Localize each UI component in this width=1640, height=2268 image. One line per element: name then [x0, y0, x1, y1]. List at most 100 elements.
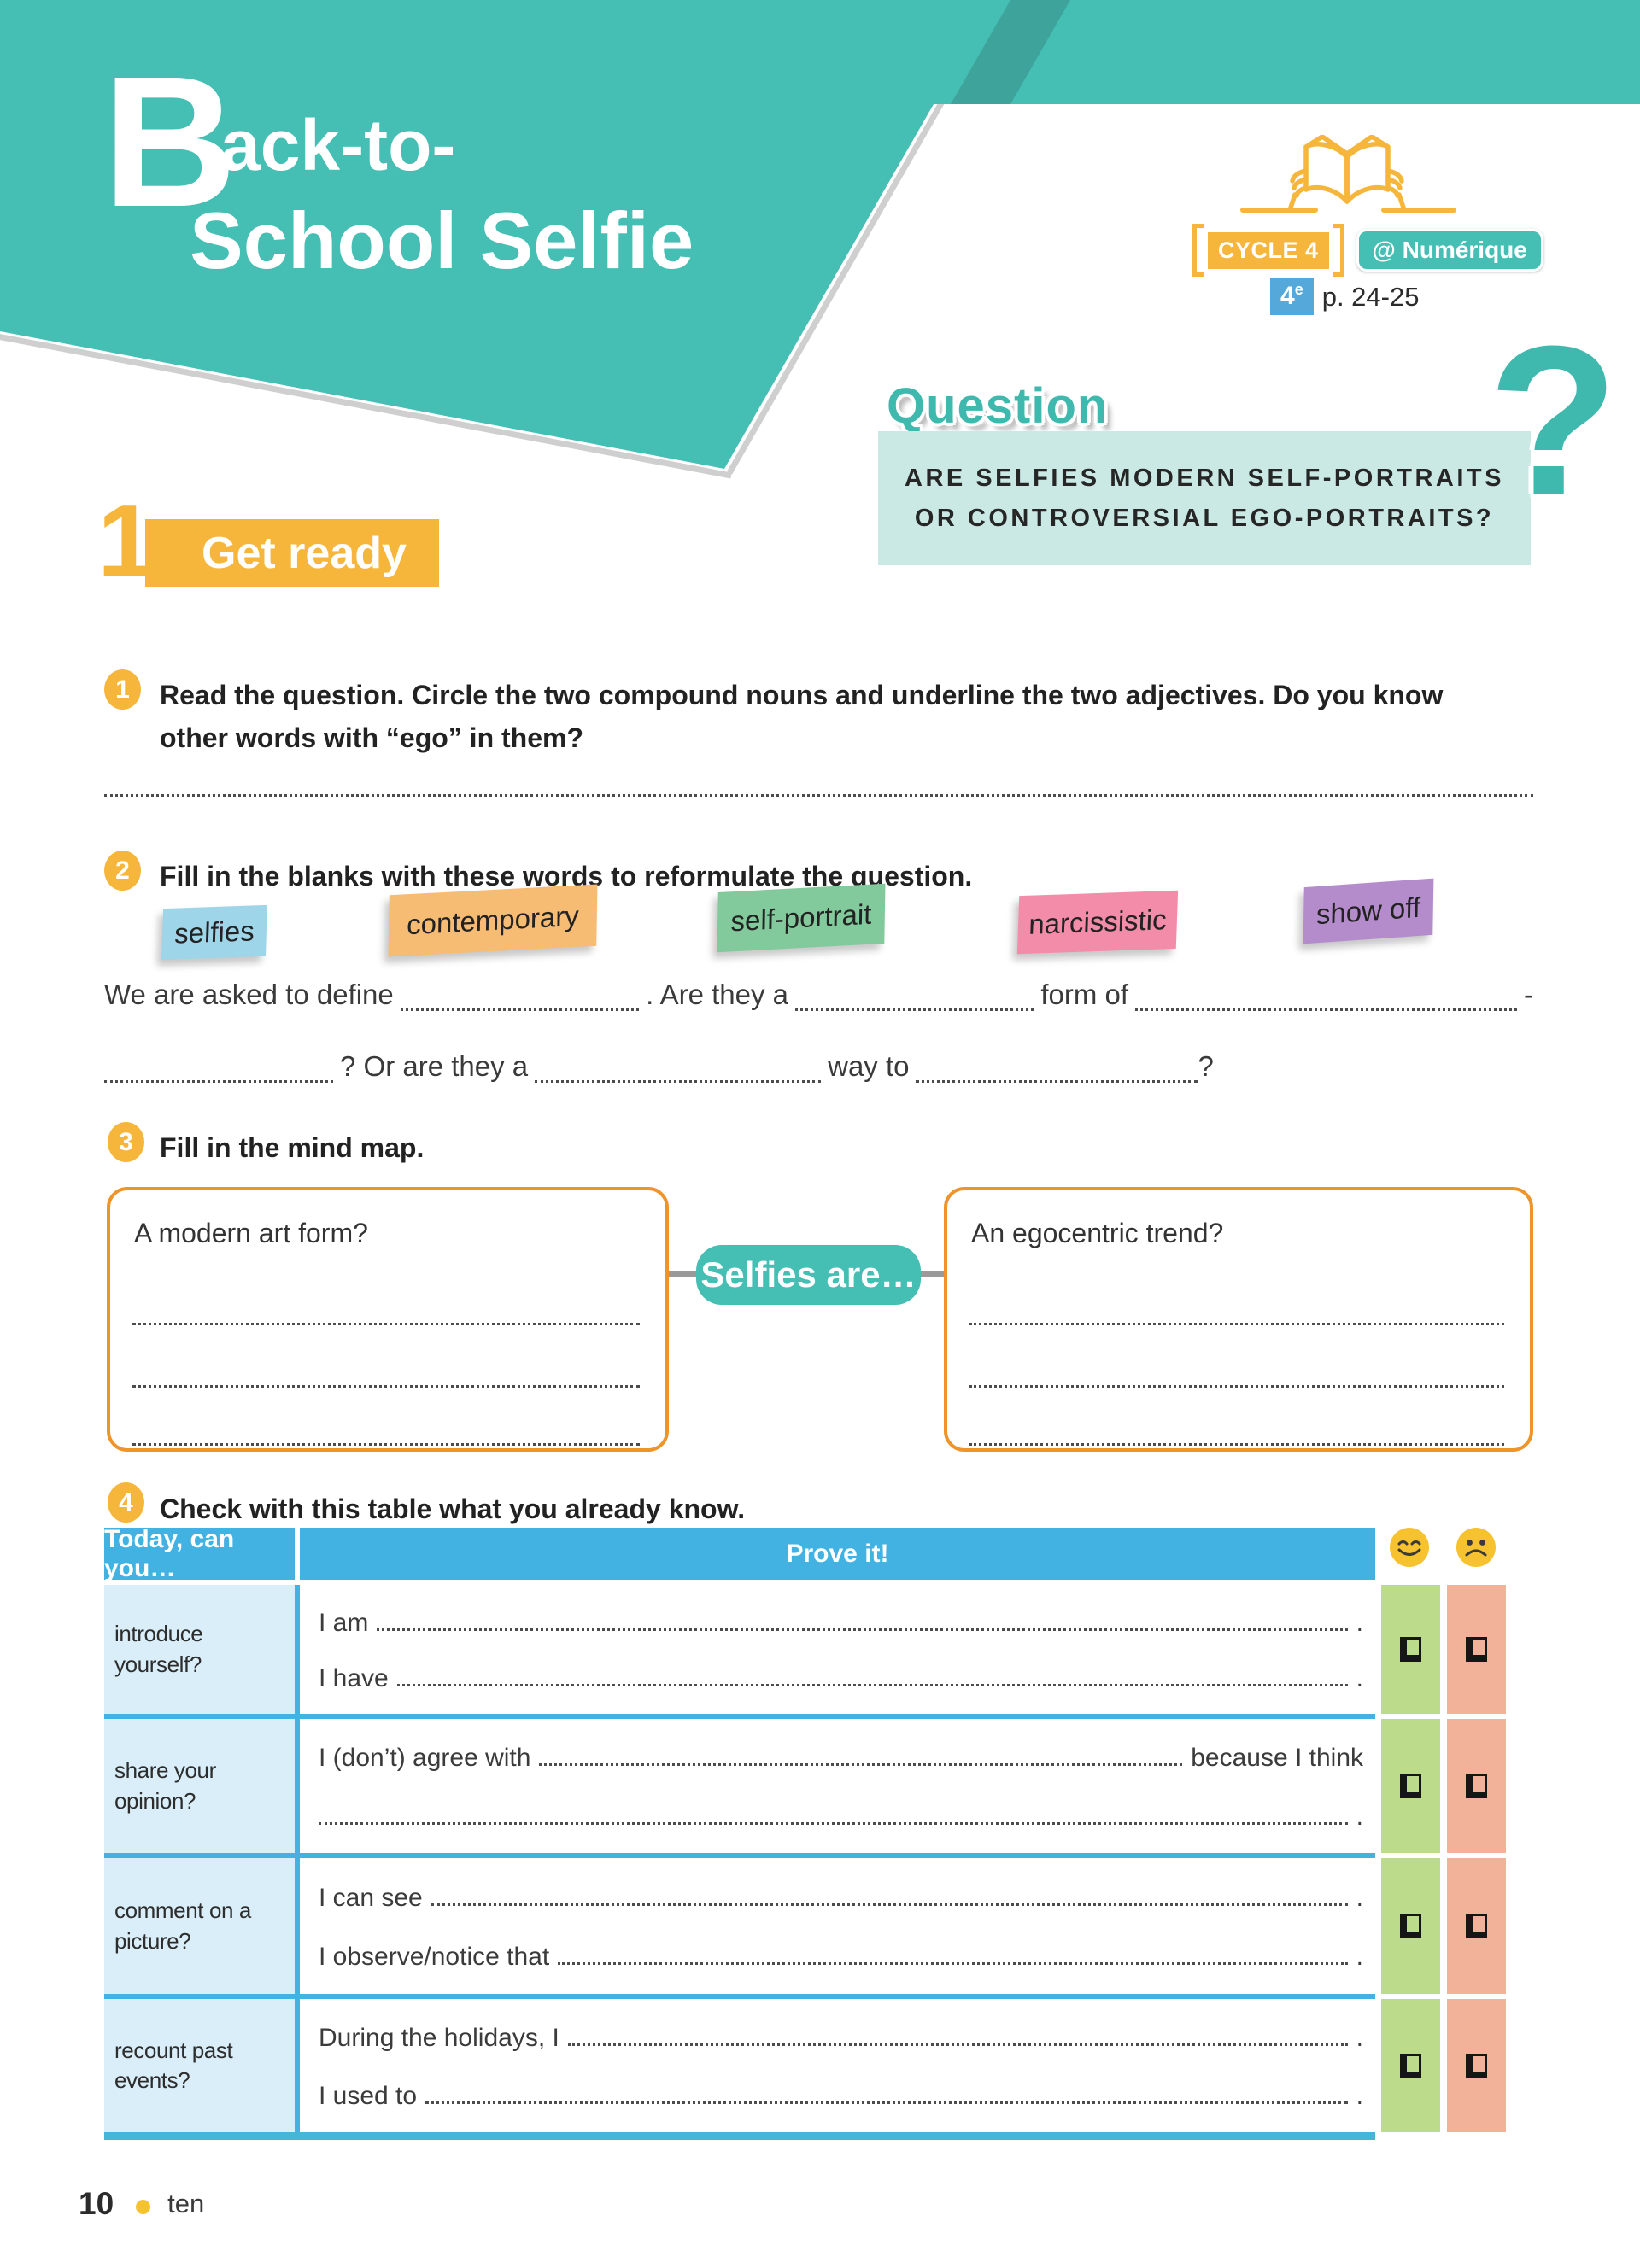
page-footer: 10 ten: [79, 2186, 204, 2222]
mindmap-right-title: An egocentric trend?: [971, 1218, 1224, 1248]
word-tag: show off: [1303, 878, 1434, 944]
table-bottom-border: [104, 2132, 1375, 2140]
checkbox[interactable]: [1466, 1774, 1487, 1798]
table-header-can-you: Today, can you…: [104, 1525, 295, 1582]
can-do-cell-yes: [1381, 1585, 1440, 1714]
checkbox[interactable]: [1400, 1774, 1421, 1798]
sad-smiley-icon: [1456, 1528, 1496, 1567]
exercise1-answer-line[interactable]: [104, 794, 1533, 797]
blank-line[interactable]: [969, 1385, 1504, 1388]
can-do-cell-no: [1447, 1858, 1506, 1994]
fill-line: I have.: [319, 1661, 1363, 1693]
cycle-bracket-left: [1192, 224, 1204, 277]
checkbox[interactable]: [1466, 1637, 1487, 1662]
table-row-label: share your opinion?: [104, 1719, 295, 1853]
cycle-bracket-right: [1332, 224, 1344, 277]
blank-line[interactable]: [430, 1880, 1348, 1906]
can-do-cell-yes: [1381, 1858, 1440, 1994]
blank-line[interactable]: [396, 1661, 1348, 1687]
table-row-prove: During the holidays, I. I used to.: [300, 1999, 1375, 2132]
mindmap-left-title: A modern art form?: [134, 1218, 368, 1248]
numerique-badge[interactable]: @ Numérique: [1356, 229, 1543, 272]
question-line2: OR CONTROVERSIAL EGO-PORTRAITS?: [914, 504, 1495, 532]
can-do-cell-no: [1447, 1719, 1506, 1853]
checkbox[interactable]: [1466, 2053, 1487, 2078]
word-tag: narcissistic: [1016, 890, 1179, 955]
blank-line[interactable]: [377, 1605, 1348, 1631]
table-column-divider: [295, 1585, 300, 2132]
checkbox[interactable]: [1400, 1914, 1421, 1938]
page-number-word: ten: [167, 2189, 205, 2218]
unit-title-line2: School Selfie: [190, 196, 694, 285]
table-row-label: recount past events?: [104, 1999, 295, 2132]
mindmap-center-node: Selfies are…: [696, 1245, 921, 1305]
blank-line[interactable]: [969, 1443, 1504, 1446]
word-tag: self-portrait: [717, 883, 886, 953]
blank-line[interactable]: [558, 1939, 1348, 1966]
question-line1: ARE SELFIES MODERN SELF-PORTRAITS: [905, 464, 1504, 492]
table-row-label: comment on a picture?: [104, 1858, 295, 1994]
fill-line: I am.: [319, 1605, 1363, 1638]
unit-title-initial: B: [102, 38, 237, 246]
fill-line: I (don’t) agree with because I think: [319, 1740, 1363, 1773]
blank-line[interactable]: [1135, 979, 1517, 1011]
exercise2-sentence-line2: ? Or are they a way to ?: [104, 1050, 1214, 1083]
can-do-cell-no: [1447, 1999, 1506, 2132]
blank-line[interactable]: [539, 1740, 1183, 1767]
can-do-cell-no: [1447, 1585, 1506, 1714]
question-box: ARE SELFIES MODERN SELF-PORTRAITS OR CON…: [878, 431, 1531, 565]
exercise3-instruction: Fill in the mind map.: [160, 1132, 425, 1163]
checkbox[interactable]: [1400, 1637, 1421, 1662]
checkbox[interactable]: [1466, 1914, 1487, 1938]
section-banner: Get ready: [145, 519, 439, 587]
blank-line[interactable]: [535, 1050, 822, 1083]
exercise4-instruction: Check with this table what you already k…: [160, 1493, 746, 1524]
table-row-prove: I can see. I observe/notice that.: [300, 1858, 1375, 1994]
table-row-separator: [104, 1714, 1375, 1719]
table-row-prove: I (don’t) agree with because I think .: [300, 1719, 1375, 1853]
blank-line[interactable]: [567, 2020, 1348, 2046]
blank-line[interactable]: [132, 1385, 640, 1388]
blank-line[interactable]: [916, 1050, 1198, 1083]
blank-line[interactable]: [969, 1323, 1504, 1325]
blank-line[interactable]: [104, 1050, 333, 1083]
badge-row: CYCLE 4 @ Numérique: [1192, 224, 1543, 277]
question-mark-icon: ?: [1488, 301, 1619, 540]
can-do-cell-yes: [1381, 1999, 1440, 2132]
word-tag: contemporary: [388, 884, 598, 957]
fill-line: During the holidays, I.: [319, 2020, 1363, 2053]
fill-line: I can see.: [319, 1880, 1363, 1913]
blank-line[interactable]: [132, 1323, 640, 1325]
cycle-badge: CYCLE 4: [1208, 231, 1329, 269]
exercise2-number: 2: [104, 850, 141, 891]
can-do-cell-yes: [1381, 1719, 1440, 1853]
happy-smiley-icon: [1390, 1528, 1429, 1567]
blank-line[interactable]: [400, 979, 640, 1011]
exercise2-sentence-line1: We are asked to define . Are they a form…: [104, 979, 1533, 1011]
exercise1-number: 1: [104, 669, 141, 710]
table-row-prove: I am. I have.: [300, 1585, 1375, 1714]
unit-title-line1: ack-to-: [220, 105, 456, 185]
grade-badge: 4e: [1270, 278, 1314, 315]
exercise1-instruction: Read the question. Circle the two compou…: [160, 680, 1444, 753]
mindmap-right-box: An egocentric trend?: [944, 1187, 1533, 1452]
mindmap-left-box: A modern art form?: [107, 1187, 669, 1452]
table-header-prove-it: Prove it!: [300, 1528, 1375, 1580]
grade-row: 4e p. 24-25: [1270, 278, 1419, 315]
page-number: 10: [79, 2186, 114, 2221]
open-book-icon: [1240, 135, 1456, 213]
blank-line[interactable]: [795, 979, 1034, 1011]
exercise4-number: 4: [108, 1482, 144, 1523]
blank-line[interactable]: [425, 2078, 1348, 2104]
fill-line: I used to.: [319, 2078, 1363, 2111]
fill-line: .: [319, 1799, 1363, 1832]
table-row-label: introduce yourself?: [104, 1585, 295, 1714]
page-reference: p. 24-25: [1321, 281, 1420, 312]
checkbox[interactable]: [1400, 2053, 1421, 2078]
blank-line[interactable]: [132, 1443, 640, 1446]
exercise3-number: 3: [108, 1122, 144, 1162]
blank-line[interactable]: [319, 1799, 1348, 1825]
table-row-separator: [104, 1853, 1375, 1858]
question-heading: Question: [887, 378, 1109, 434]
